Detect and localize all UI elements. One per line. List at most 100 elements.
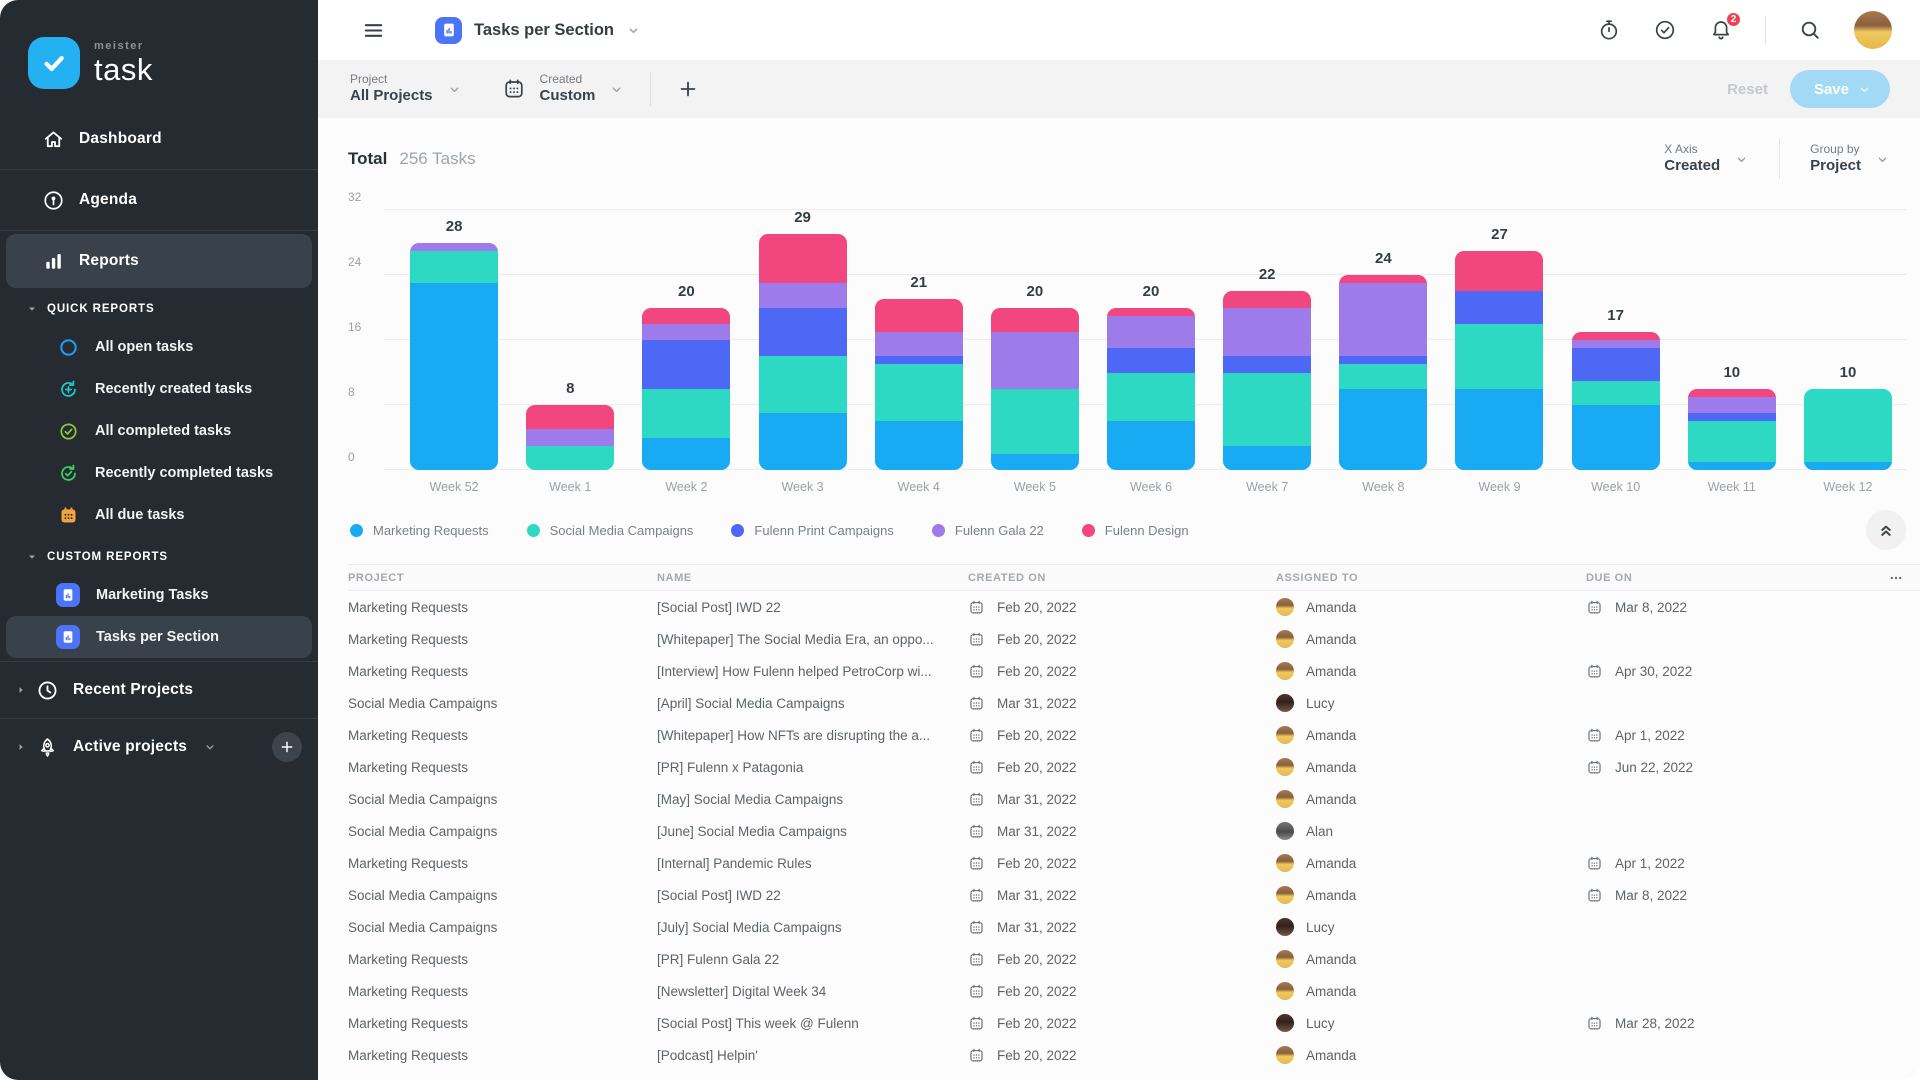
table-row[interactable]: Marketing Requests [Interview] How Fulenn… bbox=[348, 655, 1920, 687]
sidebar-item-all-completed-tasks[interactable]: All completed tasks bbox=[6, 410, 312, 452]
agenda-pin-icon bbox=[42, 189, 65, 212]
legend-item[interactable]: Marketing Requests bbox=[350, 523, 489, 538]
caret-right-icon[interactable] bbox=[14, 683, 28, 697]
add-project-button[interactable] bbox=[272, 732, 302, 762]
x-axis-tick-label: Week 6 bbox=[1129, 480, 1173, 494]
assignee-avatar bbox=[1276, 822, 1294, 840]
notification-badge: 2 bbox=[1725, 11, 1742, 28]
filter-created-dropdown[interactable]: Created Custom bbox=[502, 72, 625, 106]
reset-button[interactable]: Reset bbox=[1727, 80, 1768, 98]
table-row[interactable]: Marketing Requests [Internal] Pandemic Ru… bbox=[348, 847, 1920, 879]
table-row[interactable]: Social Media Campaigns [Social Post] IWD … bbox=[348, 879, 1920, 911]
stacked-bar[interactable] bbox=[874, 299, 963, 470]
chart-controls: X Axis Created Group by Project bbox=[1664, 139, 1890, 179]
stacked-bar[interactable] bbox=[1223, 291, 1312, 470]
x-axis-tick-label: Week 52 bbox=[429, 480, 479, 494]
chart-gridline bbox=[384, 209, 1906, 210]
group-by-dropdown[interactable]: Group by Project bbox=[1810, 142, 1890, 176]
stacked-bar[interactable] bbox=[1339, 275, 1428, 470]
bar-segment bbox=[642, 388, 731, 438]
bar-value-label: 8 bbox=[566, 380, 575, 397]
table-row[interactable]: Marketing Requests [Podcast] Helpin' Feb 2… bbox=[348, 1039, 1920, 1071]
legend-item[interactable]: Fulenn Design bbox=[1081, 523, 1189, 538]
assignee-name: Amanda bbox=[1306, 759, 1357, 775]
user-avatar[interactable] bbox=[1854, 11, 1892, 49]
cell-created-on: Feb 20, 2022 bbox=[968, 663, 1276, 680]
filter-project-dropdown[interactable]: Project All Projects bbox=[350, 72, 462, 106]
bell-icon[interactable]: 2 bbox=[1709, 11, 1742, 42]
table-row[interactable]: Marketing Requests [Social Post] IWD 22 Fe… bbox=[348, 591, 1920, 623]
stacked-bar[interactable] bbox=[410, 242, 499, 470]
bar-value-label: 20 bbox=[1026, 282, 1044, 300]
cell-due-on: Jun 22, 2022 bbox=[1586, 759, 1876, 776]
caret-down-icon[interactable] bbox=[25, 302, 39, 316]
x-axis-dropdown[interactable]: X Axis Created bbox=[1664, 142, 1749, 176]
search-icon[interactable] bbox=[1798, 18, 1822, 42]
stacked-bar[interactable] bbox=[526, 405, 615, 470]
column-header-due-on[interactable]: DUE ON bbox=[1586, 571, 1633, 584]
stacked-bar[interactable] bbox=[642, 307, 731, 470]
column-header-created-on[interactable]: CREATED ON bbox=[968, 571, 1046, 584]
sidebar-item-recently-completed-tasks[interactable]: Recently completed tasks bbox=[6, 452, 312, 494]
table-row[interactable]: Marketing Requests [Social Post] This wee… bbox=[348, 1007, 1920, 1039]
caret-right-icon[interactable] bbox=[14, 740, 28, 754]
bar-value-label: 29 bbox=[794, 209, 811, 227]
stacked-bar[interactable] bbox=[1107, 307, 1196, 470]
sidebar-item-agenda[interactable]: Agenda bbox=[6, 173, 312, 227]
legend-item[interactable]: Fulenn Gala 22 bbox=[931, 523, 1044, 538]
sidebar-item-active-projects[interactable]: Active projects bbox=[0, 722, 318, 772]
table-row[interactable]: Marketing Requests [PR] Fulenn Gala 22 Feb… bbox=[348, 943, 1920, 975]
table-row[interactable]: Marketing Requests [Whitepaper] The Socia… bbox=[348, 623, 1920, 655]
collapse-chart-button[interactable] bbox=[1866, 510, 1906, 550]
legend-item[interactable]: Fulenn Print Campaigns bbox=[731, 523, 894, 538]
bar-segment bbox=[1687, 413, 1776, 422]
sidebar-item-recently-created-tasks[interactable]: Recently created tasks bbox=[6, 368, 312, 410]
table-row[interactable]: Social Media Campaigns [May] Social Media… bbox=[348, 783, 1920, 815]
stacked-bar[interactable] bbox=[1803, 388, 1892, 470]
sidebar-item-tasks-per-section[interactable]: Tasks per Section bbox=[6, 616, 312, 658]
stopwatch-icon[interactable] bbox=[1597, 18, 1621, 42]
sidebar-item-all-due-tasks[interactable]: All due tasks bbox=[6, 494, 312, 536]
check-circle-outline-icon[interactable] bbox=[1653, 18, 1677, 42]
add-filter-button[interactable] bbox=[677, 78, 699, 100]
sidebar-section-header[interactable]: QUICK REPORTS bbox=[0, 288, 318, 326]
caret-down-icon[interactable] bbox=[0, 251, 4, 271]
table-row[interactable]: Marketing Requests [Whitepaper] How NFTs … bbox=[348, 719, 1920, 751]
legend-items: Marketing Requests Social Media Campaigns… bbox=[350, 523, 1227, 538]
sidebar-item-all-open-tasks[interactable]: All open tasks bbox=[6, 326, 312, 368]
sidebar-item-dashboard[interactable]: Dashboard bbox=[6, 112, 312, 166]
caret-down-icon[interactable] bbox=[25, 550, 39, 564]
table-row[interactable]: Social Media Campaigns [July] Social Medi… bbox=[348, 911, 1920, 943]
menu-hamburger-icon[interactable] bbox=[362, 19, 385, 42]
save-button[interactable]: Save bbox=[1789, 70, 1890, 108]
report-title-dropdown[interactable]: Tasks per Section bbox=[435, 16, 641, 44]
clock-icon bbox=[36, 679, 59, 702]
table-row[interactable]: Marketing Requests [PR] Fulenn x Patagoni… bbox=[348, 751, 1920, 783]
cell-created-on: Feb 20, 2022 bbox=[968, 951, 1276, 968]
sidebar-section-header[interactable]: CUSTOM REPORTS bbox=[0, 536, 318, 574]
brand-logo[interactable]: meister task bbox=[0, 0, 318, 96]
column-header-name[interactable]: NAME bbox=[657, 571, 692, 584]
table-row[interactable]: Social Media Campaigns [April] Social Med… bbox=[348, 687, 1920, 719]
sidebar-item-marketing-tasks[interactable]: Marketing Tasks bbox=[6, 574, 312, 616]
table-row[interactable]: Marketing Requests [Newsletter] Digital W… bbox=[348, 975, 1920, 1007]
cell-project: Social Media Campaigns bbox=[348, 791, 498, 807]
table-row[interactable]: Social Media Campaigns [June] Social Medi… bbox=[348, 815, 1920, 847]
stacked-bar[interactable] bbox=[758, 234, 847, 470]
stacked-bar[interactable] bbox=[1455, 250, 1544, 470]
stacked-bar[interactable] bbox=[990, 307, 1079, 470]
column-header-assigned-to[interactable]: ASSIGNED TO bbox=[1276, 571, 1359, 584]
stacked-bar[interactable] bbox=[1571, 331, 1660, 470]
cell-project: Social Media Campaigns bbox=[348, 695, 498, 711]
stacked-bar[interactable] bbox=[1687, 388, 1776, 470]
sidebar-item-recent-projects[interactable]: Recent Projects bbox=[0, 665, 318, 715]
ellipsis-icon[interactable] bbox=[1886, 568, 1906, 588]
calendar-outline-icon bbox=[1586, 855, 1603, 872]
bar-segment bbox=[874, 331, 963, 357]
legend-item[interactable]: Social Media Campaigns bbox=[526, 523, 693, 538]
cell-project: Social Media Campaigns bbox=[348, 919, 498, 935]
assignee-name: Amanda bbox=[1306, 887, 1357, 903]
sidebar-item-reports[interactable]: Reports bbox=[6, 234, 312, 288]
due-date: Mar 8, 2022 bbox=[1615, 599, 1688, 615]
column-header-project[interactable]: PROJECT bbox=[348, 571, 405, 584]
